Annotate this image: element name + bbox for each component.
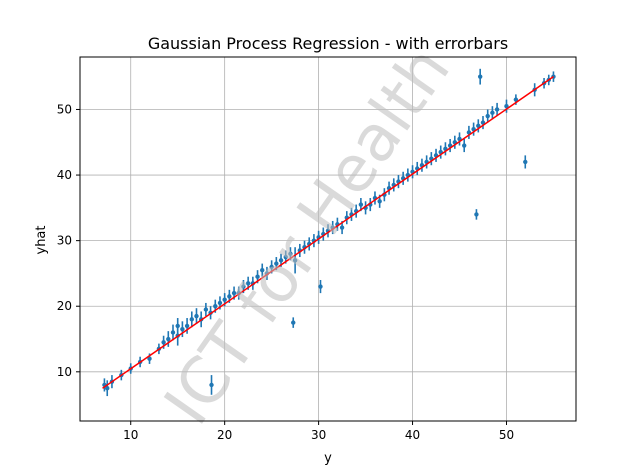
x-tick-label: 50	[499, 428, 514, 442]
data-point	[227, 294, 232, 299]
data-point	[180, 326, 185, 332]
data-point	[274, 261, 279, 266]
data-point	[203, 307, 209, 312]
data-point	[189, 317, 194, 322]
data-point	[194, 313, 199, 319]
data-point	[494, 107, 500, 112]
x-tick-label: 20	[217, 428, 232, 442]
data-point	[523, 159, 528, 165]
data-point	[291, 320, 296, 325]
data-point	[462, 143, 467, 148]
data-point	[504, 103, 509, 109]
data-point	[358, 202, 364, 207]
data-point	[339, 225, 345, 230]
data-point	[288, 251, 293, 256]
y-axis: 10 20 30 40 50	[57, 102, 80, 379]
data-point	[213, 304, 218, 309]
data-point	[166, 336, 171, 342]
data-point	[474, 212, 479, 217]
data-point	[292, 258, 298, 263]
data-point	[147, 356, 152, 361]
x-axis-label: y	[324, 451, 332, 466]
chart-title: Gaussian Process Regression - with error…	[148, 34, 508, 53]
data-point	[318, 284, 323, 289]
y-tick-label: 30	[57, 234, 72, 248]
data-point	[245, 281, 251, 286]
data-point	[255, 274, 260, 279]
data-point	[278, 258, 284, 263]
data-point	[105, 386, 110, 391]
reference-line	[102, 76, 554, 389]
identity-line	[102, 76, 554, 389]
y-tick-label: 40	[57, 168, 72, 182]
data-point	[260, 267, 265, 273]
data-point	[231, 290, 237, 296]
data-point	[209, 382, 214, 388]
data-point	[175, 323, 180, 329]
x-tick-label: 30	[311, 428, 326, 442]
data-point	[184, 323, 190, 329]
data-point	[490, 110, 495, 115]
data-point	[161, 340, 166, 345]
data-point	[485, 113, 490, 119]
x-tick-label: 10	[123, 428, 138, 442]
y-tick-label: 50	[57, 102, 72, 116]
y-tick-label: 20	[57, 299, 72, 313]
y-axis-label: yhat	[34, 226, 49, 255]
y-tick-label: 10	[57, 365, 72, 379]
x-axis: 10 20 30 40 50	[123, 421, 514, 442]
data-point	[269, 264, 274, 270]
data-point	[283, 254, 288, 260]
data-point	[222, 297, 227, 302]
data-point	[477, 74, 483, 79]
data-point	[513, 97, 519, 102]
data-point	[170, 330, 176, 335]
data-point	[217, 300, 223, 306]
data-point	[241, 284, 246, 289]
x-tick-label: 40	[405, 428, 420, 442]
axes-frame	[79, 56, 577, 422]
data-point	[377, 199, 382, 204]
